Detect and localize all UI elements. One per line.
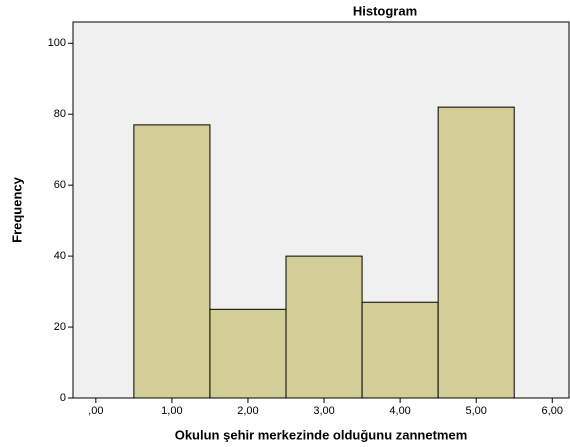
bar <box>437 106 515 399</box>
bar <box>133 124 211 399</box>
x-tick-label: ,00 <box>88 405 103 417</box>
y-tick-label: 60 <box>54 179 66 191</box>
bar <box>361 301 439 399</box>
chart-title: Histogram <box>353 3 417 18</box>
y-axis-label: Frequency <box>9 176 24 243</box>
x-tick-label: 2,00 <box>237 405 258 417</box>
x-tick-label: 6,00 <box>542 405 563 417</box>
bar <box>285 255 363 399</box>
y-tick-label: 0 <box>60 392 66 404</box>
x-tick-label: 1,00 <box>161 405 182 417</box>
y-tick-label: 100 <box>48 37 66 49</box>
x-axis-label: Okulun şehir merkezinde olduğunu zannetm… <box>175 427 468 442</box>
y-tick-label: 40 <box>54 250 66 262</box>
bar <box>209 308 287 399</box>
y-tick-label: 20 <box>54 321 66 333</box>
x-tick-label: 3,00 <box>313 405 334 417</box>
x-tick-label: 5,00 <box>465 405 486 417</box>
y-tick-label: 80 <box>54 108 66 120</box>
x-tick-label: 4,00 <box>389 405 410 417</box>
